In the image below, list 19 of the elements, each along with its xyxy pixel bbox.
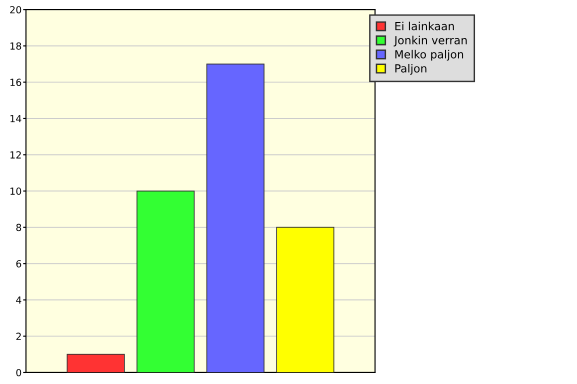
y-tick-label: 16 — [10, 78, 22, 86]
y-tick-label: 14 — [10, 115, 22, 122]
legend-label: Jonkin verran — [394, 36, 467, 46]
bar — [206, 64, 264, 372]
bar — [276, 226, 334, 372]
bar — [66, 354, 125, 372]
y-tick-label: 12 — [10, 151, 21, 158]
y-tick-label: 10 — [10, 188, 22, 195]
legend-label: Paljon — [395, 64, 426, 75]
y-tick-label: 20 — [10, 6, 22, 14]
legend-label: Melko paljon — [395, 50, 464, 61]
legend-label: Ei lainkaan — [395, 22, 454, 30]
bar — [136, 190, 195, 372]
y-tick-label: 2 — [16, 332, 21, 340]
y-tick-label: 18 — [10, 42, 22, 50]
y-tick-label: 8 — [16, 224, 22, 232]
y-tick-label: 6 — [16, 260, 22, 268]
y-tick-label: 4 — [16, 296, 22, 304]
y-tick-label: 0 — [16, 368, 22, 376]
